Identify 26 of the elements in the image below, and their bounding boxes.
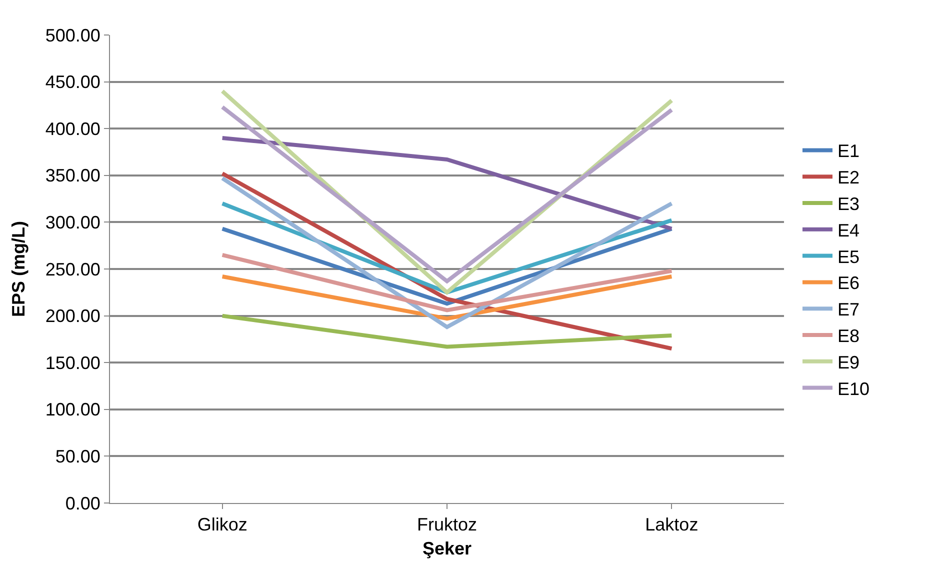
legend-label: E2	[837, 168, 860, 188]
y-tick-label: 400.00	[45, 118, 100, 139]
y-tick-label: 50.00	[55, 446, 100, 466]
legend-label: E9	[837, 352, 860, 372]
y-axis-title: EPS (mg/L)	[8, 220, 29, 318]
x-tick-label: Fruktoz	[416, 514, 478, 535]
legend-label: E5	[837, 246, 860, 267]
legend-label: E1	[837, 141, 860, 162]
y-tick-label: 100.00	[45, 400, 100, 420]
legend-label: E8	[837, 326, 860, 346]
x-axis-title: Şeker	[422, 538, 472, 559]
legend-label: E6	[837, 273, 860, 294]
y-tick-label: 350.00	[45, 166, 100, 186]
legend-label: E10	[837, 378, 870, 399]
y-tick-label: 0.00	[65, 493, 100, 514]
legend-label: E7	[837, 300, 860, 320]
legend-label: E4	[837, 220, 860, 240]
y-tick-label: 150.00	[45, 352, 100, 373]
y-tick-label: 300.00	[45, 212, 100, 232]
y-tick-label: 500.00	[45, 25, 100, 46]
y-tick-label: 200.00	[45, 306, 100, 326]
y-tick-label: 250.00	[45, 259, 100, 280]
legend-label: E3	[837, 194, 860, 214]
x-tick-label: Glikoz	[197, 514, 248, 535]
x-tick-label: Laktoz	[645, 514, 698, 535]
y-tick-label: 450.00	[45, 72, 100, 92]
